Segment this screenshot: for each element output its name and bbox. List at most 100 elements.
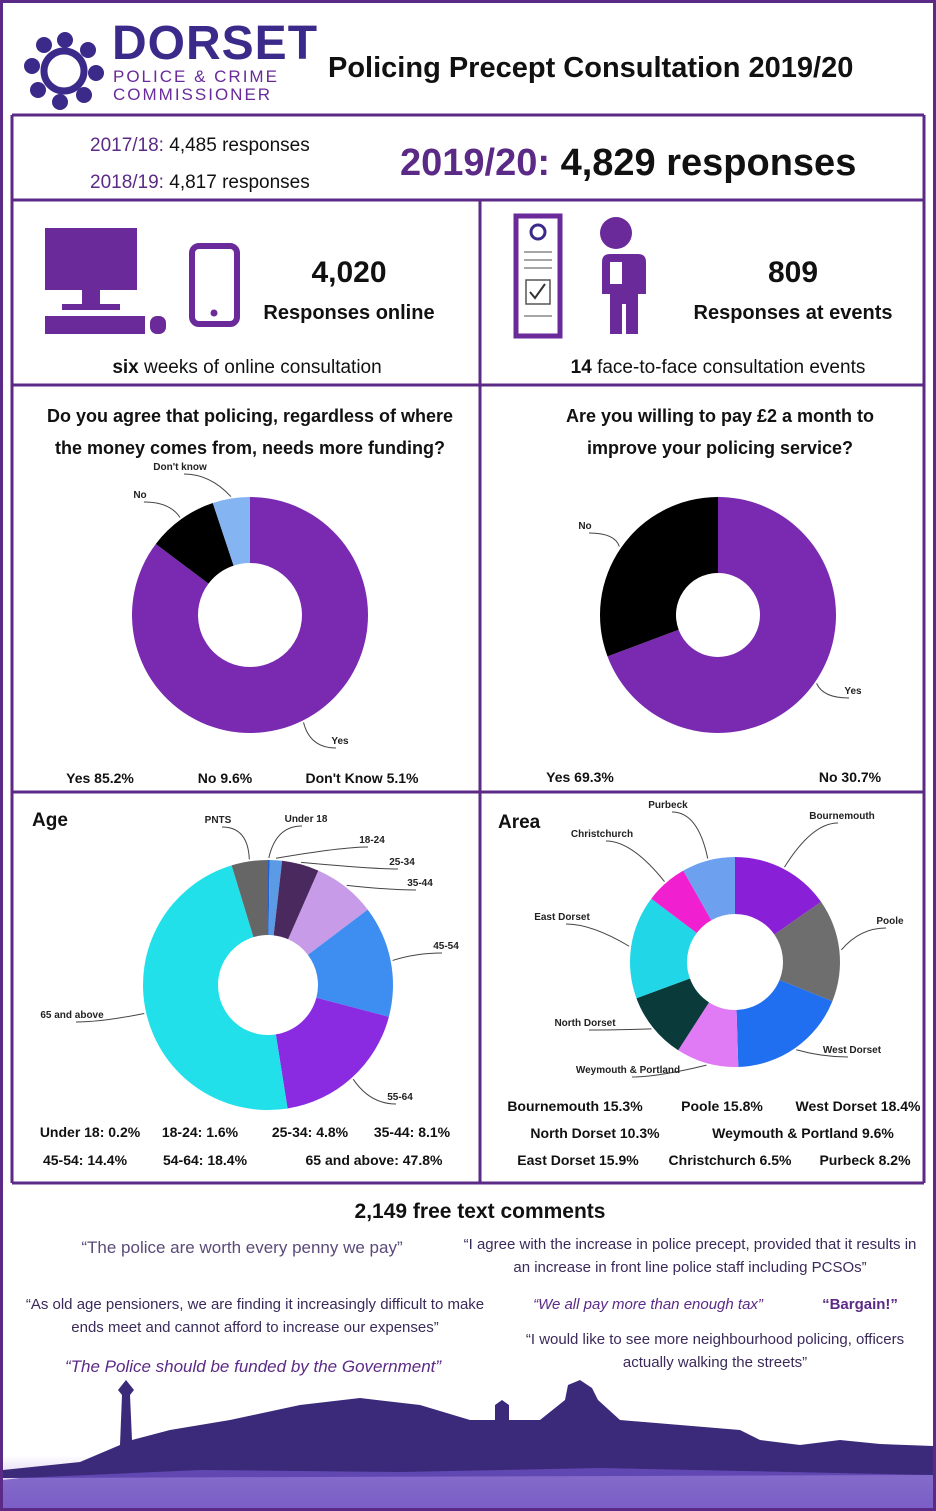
infographic: YesYes 85.2%NoNo 9.6%Don't knowDon't Kno… — [0, 0, 936, 1511]
quote: “I would like to see more neighbourhood … — [520, 1328, 910, 1374]
slice-label: 25-34 — [389, 857, 415, 868]
slice-label: Under 18 — [285, 814, 328, 825]
phone-button — [211, 310, 218, 317]
chart-title: Do you agree that policing, regardless o… — [35, 400, 465, 464]
online-label: Responses online — [263, 302, 434, 325]
value-label: Under 18: 0.2% — [40, 1124, 141, 1140]
quote: “The Police should be funded by the Gove… — [65, 1355, 441, 1378]
value-label: 18-24: 1.6% — [162, 1124, 239, 1140]
quote: “I agree with the increase in police pre… — [455, 1233, 925, 1279]
value-label: Yes 69.3% — [546, 769, 614, 785]
count: 4,485 responses — [169, 135, 310, 156]
value-label: Poole 15.8% — [681, 1098, 763, 1114]
leader-line — [589, 1029, 651, 1030]
count: 4,829 responses — [561, 142, 857, 184]
comments-title: 2,149 free text comments — [355, 1200, 606, 1224]
value-label: No 9.6% — [198, 770, 253, 786]
current-responses: 2019/20: 4,829 responses — [400, 142, 856, 185]
page-title: Policing Precept Consultation 2019/20 — [328, 52, 853, 85]
note-text: weeks of online consultation — [144, 357, 382, 378]
leader-line — [222, 827, 249, 859]
logo-dot — [52, 94, 68, 110]
note-bold: six — [112, 357, 138, 378]
skyline-ground — [3, 1468, 933, 1508]
value-label: 25-34: 4.8% — [272, 1124, 349, 1140]
value-label: East Dorset 15.9% — [517, 1152, 639, 1168]
value-label: Yes 85.2% — [66, 770, 134, 786]
slice-label: Christchurch — [571, 829, 633, 840]
year: 2017/18: — [90, 135, 164, 156]
online-count: 4,020 — [311, 256, 386, 290]
slice-label: No — [133, 490, 146, 501]
online-icons — [45, 228, 237, 334]
slice-label: Yes — [844, 686, 862, 697]
value-label: 65 and above: 47.8% — [306, 1152, 444, 1168]
value-label: 54-64: 18.4% — [163, 1152, 248, 1168]
slice-label: North Dorset — [554, 1018, 616, 1029]
value-label: West Dorset 18.4% — [795, 1098, 921, 1114]
leader-line — [393, 953, 442, 960]
logo-dot — [36, 37, 52, 53]
slice-label: Purbeck — [648, 800, 688, 811]
logo-line: COMMISSIONER — [113, 86, 272, 104]
keyboard-icon — [45, 316, 145, 334]
events-count: 809 — [768, 256, 818, 290]
leader-line — [184, 474, 231, 497]
previous-responses: 2018/19: 4,817 responses — [90, 172, 310, 194]
slice-label: 18-24 — [359, 835, 385, 846]
logo-mark — [24, 32, 104, 110]
logo-dot — [88, 65, 104, 81]
leader-line — [606, 841, 664, 882]
slice-label: 65 and above — [40, 1010, 104, 1021]
form-icon — [516, 216, 560, 336]
monitor-stand — [82, 290, 100, 304]
value-label: No 30.7% — [819, 769, 882, 785]
artwork: YesYes 85.2%NoNo 9.6%Don't knowDon't Kno… — [0, 0, 936, 1511]
skyline-silhouette — [3, 1380, 933, 1478]
leader-line — [672, 812, 708, 859]
frame — [2, 2, 935, 1510]
logo-dot — [80, 42, 96, 58]
slice-label: Yes — [331, 736, 349, 747]
previous-responses: 2017/18: 4,485 responses — [90, 135, 310, 157]
logo-dot — [30, 82, 46, 98]
slice-label: Weymouth & Portland — [576, 1065, 680, 1076]
monitor-base — [62, 304, 120, 310]
events-note: 14 face-to-face consultation events — [571, 357, 866, 379]
note-text: face-to-face consultation events — [597, 357, 865, 378]
logo-line: POLICE & CRIME — [113, 68, 279, 86]
leader-line — [144, 502, 180, 518]
slice-label: 35-44 — [407, 878, 433, 889]
donut-slice — [600, 497, 718, 656]
online-note: six weeks of online consultation — [112, 357, 381, 379]
quote: “We all pay more than enough tax” — [533, 1293, 763, 1316]
value-label: Weymouth & Portland 9.6% — [712, 1125, 894, 1141]
quote: “The police are worth every penny we pay… — [81, 1236, 402, 1259]
slice-label: East Dorset — [534, 912, 590, 923]
leader-line — [841, 928, 886, 950]
leader-line — [347, 885, 416, 890]
person-paper — [610, 262, 622, 284]
slice-label: Bournemouth — [809, 811, 875, 822]
leader-line — [566, 924, 629, 946]
year: 2018/19: — [90, 172, 164, 193]
mouse-icon — [150, 316, 166, 334]
leader-line — [269, 826, 302, 858]
slice-label: 55-64 — [387, 1092, 413, 1103]
value-label: Christchurch 6.5% — [669, 1152, 792, 1168]
chart-title: Are you willing to pay £2 a month to imp… — [555, 400, 885, 464]
chart-title: Age — [32, 810, 68, 832]
monitor-icon — [45, 228, 137, 290]
slice-label: PNTS — [205, 815, 232, 826]
leader-line — [784, 823, 838, 867]
year: 2019/20: — [400, 142, 550, 184]
person-head — [600, 217, 632, 249]
count: 4,817 responses — [169, 172, 310, 193]
slice-label: West Dorset — [823, 1045, 882, 1056]
logo-dot — [24, 58, 40, 74]
value-label: Don't Know 5.1% — [306, 770, 420, 786]
donut-slice — [276, 998, 389, 1109]
leader-line — [301, 862, 398, 869]
quote: “Bargain!” — [822, 1293, 898, 1316]
value-label: Purbeck 8.2% — [819, 1152, 911, 1168]
